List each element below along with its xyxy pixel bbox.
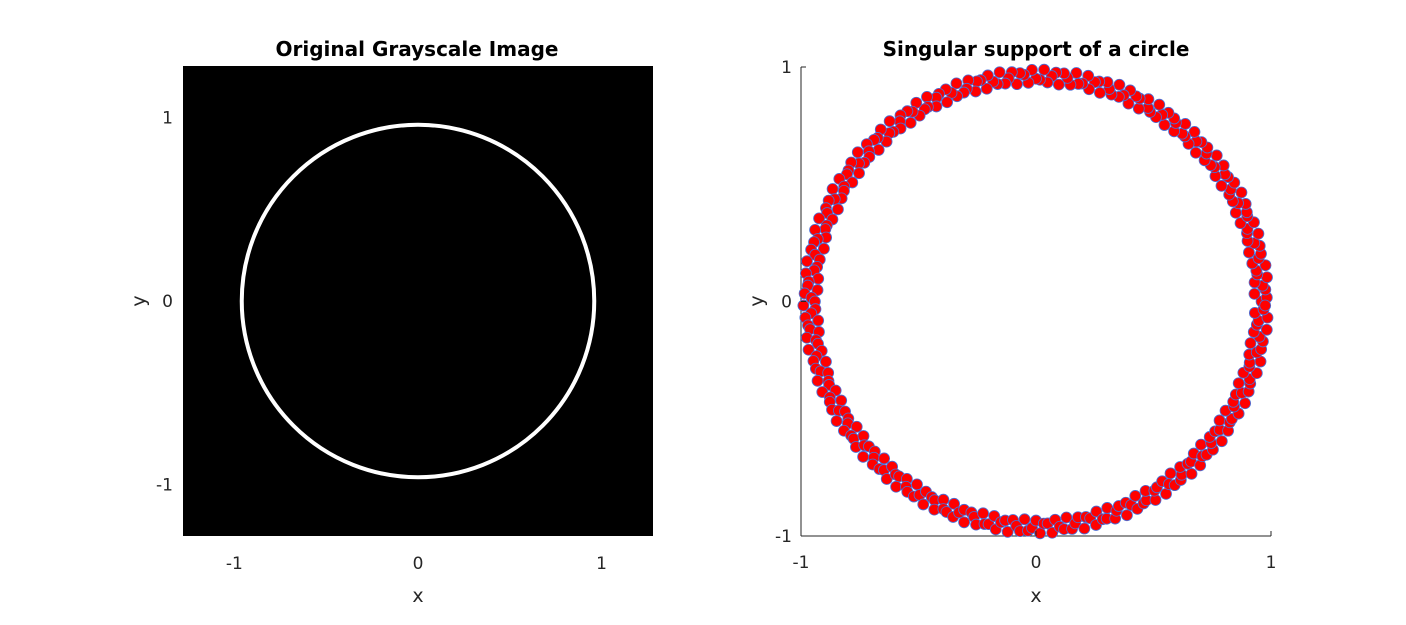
scatter-point <box>802 343 815 356</box>
scatter-point <box>1153 98 1166 111</box>
scatter-point <box>1052 78 1065 91</box>
right-x-tick-label: 0 <box>1031 553 1042 573</box>
scatter-point <box>801 255 813 268</box>
scatter-point <box>1090 505 1103 518</box>
left-y-tick-label: 1 <box>162 108 173 128</box>
left-x-tick-label: 1 <box>596 554 607 574</box>
left-x-axis-label: x <box>412 585 423 607</box>
scatter-point <box>1260 323 1273 336</box>
scatter-point <box>1164 467 1177 480</box>
scatter-point <box>1229 206 1242 219</box>
scatter-point <box>1210 149 1223 162</box>
scatter-point <box>890 480 903 493</box>
scatter-point <box>1113 78 1126 91</box>
scatter-point <box>950 77 963 90</box>
scatter-point <box>1185 467 1198 480</box>
grayscale-image-panel: Original Grayscale Image -1 0 1 1 0 -1 x y <box>128 37 653 607</box>
scatter-point <box>1011 78 1023 91</box>
scatter-point <box>993 66 1006 79</box>
scatter-point <box>820 355 832 368</box>
scatter-point <box>818 242 830 255</box>
right-x-axis-label: x <box>1030 585 1041 607</box>
scatter-point <box>883 115 896 128</box>
scatter-point <box>1243 246 1255 259</box>
scatter-point <box>1215 435 1228 448</box>
scatter-point <box>1261 271 1273 284</box>
scatter-point <box>1018 513 1031 526</box>
scatter-point <box>1078 522 1091 535</box>
scatter-point <box>878 452 891 465</box>
scatter-point <box>1235 186 1248 199</box>
scatter-point <box>1129 490 1142 502</box>
scatter-point <box>1188 126 1201 138</box>
scatter-point <box>853 167 865 180</box>
right-axis-ticks: -1 0 1 1 0 -1 <box>775 58 1276 573</box>
image-background <box>183 66 653 536</box>
scatter-point <box>1121 509 1133 522</box>
circle-ring <box>239 122 597 480</box>
scatter-point <box>911 478 923 491</box>
scatter-points <box>797 63 1274 540</box>
scatter-point <box>1158 119 1171 131</box>
scatter-point <box>1195 438 1207 451</box>
scatter-point <box>904 116 917 129</box>
scatter-point <box>857 450 870 463</box>
left-x-tick-label: 0 <box>413 554 424 574</box>
left-axis-ticks: -1 0 1 1 0 -1 <box>156 108 607 574</box>
scatter-point <box>797 299 810 312</box>
scatter-point <box>832 203 844 216</box>
scatter-point <box>958 516 971 529</box>
scatter-point <box>1248 287 1261 300</box>
scatter-point <box>826 183 839 195</box>
right-y-tick-label: -1 <box>775 527 792 547</box>
scatter-point <box>851 146 864 159</box>
left-x-tick-label: -1 <box>226 554 243 574</box>
scatter-point <box>1252 227 1265 240</box>
right-chart-title: Singular support of a circle <box>883 37 1190 61</box>
scatter-point <box>1094 86 1106 99</box>
scatter-point <box>1244 337 1257 350</box>
scatter-point <box>980 82 993 95</box>
singular-support-panel: Singular support of a circle -1 0 110-1 x … <box>746 37 1276 607</box>
scatter-point <box>813 212 825 225</box>
scatter-point <box>1250 367 1263 379</box>
scatter-point <box>811 374 824 387</box>
right-y-tick-label: 1 <box>781 58 792 78</box>
left-y-tick-label: -1 <box>156 476 173 496</box>
right-x-tick-label: -1 <box>793 553 810 573</box>
scatter-point <box>1001 525 1014 538</box>
scatter-point <box>1132 102 1145 115</box>
scatter-point <box>1215 179 1228 192</box>
scatter-point <box>850 420 863 433</box>
right-y-axis-label: y <box>746 295 768 306</box>
scatter-point <box>941 96 953 109</box>
scatter-point <box>812 314 825 327</box>
scatter-point <box>1239 397 1251 410</box>
scatter-point <box>1060 511 1073 524</box>
scatter-point <box>872 143 885 156</box>
scatter-point <box>1189 146 1202 159</box>
scatter-point <box>835 394 848 407</box>
scatter-point <box>1259 299 1272 312</box>
right-x-tick-label: 1 <box>1266 553 1277 573</box>
scatter-point <box>917 498 930 511</box>
scatter-point <box>1160 487 1172 500</box>
scatter-point <box>1213 414 1226 427</box>
left-y-tick-label: 0 <box>162 292 173 312</box>
scatter-point <box>977 507 989 520</box>
left-y-axis-label: y <box>128 295 150 306</box>
right-y-tick-label: 0 <box>781 293 792 313</box>
scatter-point <box>1232 377 1245 390</box>
scatter-point <box>830 415 843 427</box>
left-chart-title: Original Grayscale Image <box>276 37 559 61</box>
scatter-point <box>1038 63 1051 76</box>
scatter-point <box>921 90 933 103</box>
